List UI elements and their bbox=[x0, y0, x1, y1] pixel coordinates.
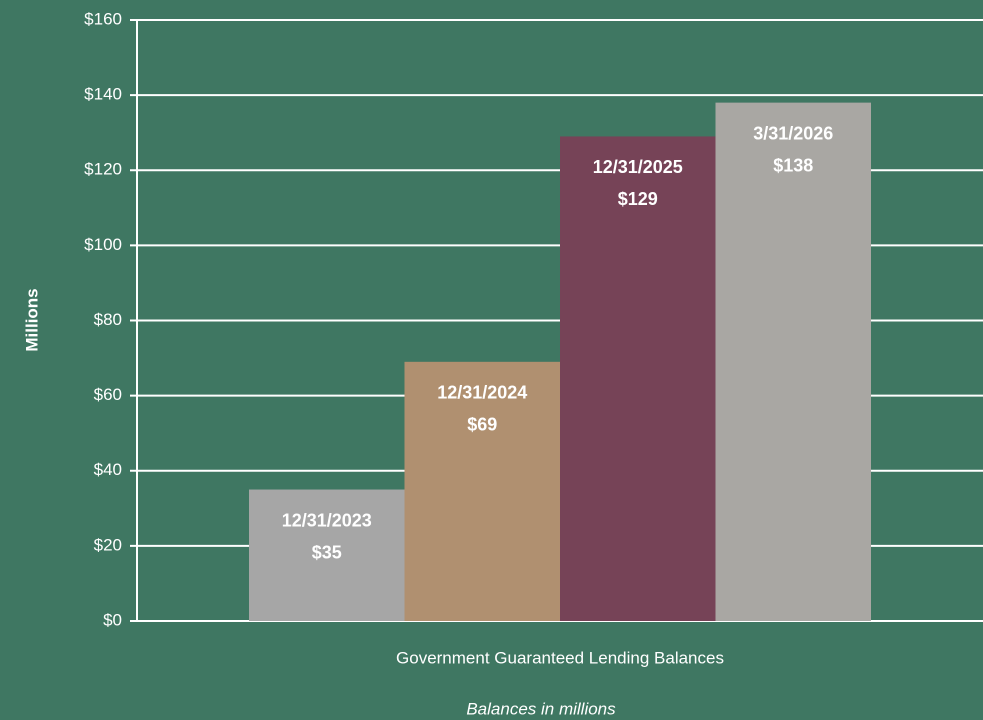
y-tick-label: $80 bbox=[94, 310, 122, 329]
bar-value-label: $69 bbox=[467, 415, 497, 435]
bar-value-label: $35 bbox=[312, 542, 342, 562]
footnote: Balances in millions bbox=[466, 699, 616, 718]
bar-value-label: $138 bbox=[773, 155, 813, 175]
bar-value-label: $129 bbox=[618, 189, 658, 209]
bar-series-label: 3/31/2026 bbox=[753, 123, 833, 143]
y-tick-label: $120 bbox=[84, 160, 122, 179]
y-tick-label: $140 bbox=[84, 85, 122, 104]
y-tick-label: $100 bbox=[84, 235, 122, 254]
bar bbox=[404, 361, 560, 621]
bar bbox=[560, 136, 716, 621]
y-tick-label: $20 bbox=[94, 535, 122, 554]
bar-series-label: 12/31/2025 bbox=[593, 157, 683, 177]
bar bbox=[715, 102, 871, 621]
y-tick-label: $40 bbox=[94, 460, 122, 479]
y-axis-label: Millions bbox=[22, 288, 41, 351]
bar-series-label: 12/31/2024 bbox=[437, 383, 527, 403]
x-tick-label: Government Guaranteed Lending Balances bbox=[396, 648, 724, 667]
y-tick-label: $60 bbox=[94, 385, 122, 404]
bar-series-label: 12/31/2023 bbox=[282, 510, 372, 530]
y-tick-label: $160 bbox=[84, 9, 122, 28]
bar bbox=[249, 489, 405, 621]
y-tick-label: $0 bbox=[103, 610, 122, 629]
